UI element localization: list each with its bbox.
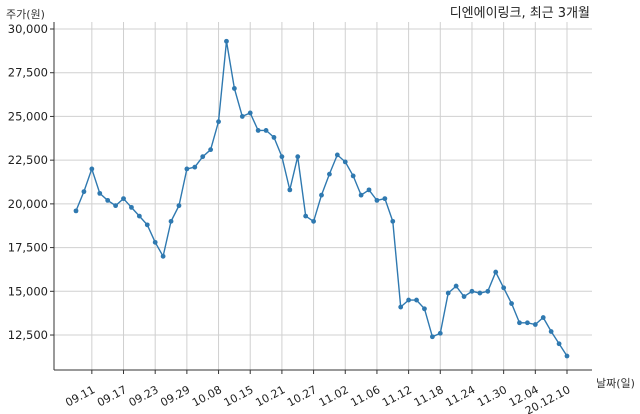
y-tick-label: 12,500 [8,328,48,342]
data-point [350,173,356,179]
chart-title: 디엔에이링크, 최근 3개월 [450,6,590,21]
data-point [493,269,499,275]
data-point [461,294,467,299]
x-tick-labels: 09.1109.1709.2309.2910.0810.1510.2110.27… [63,383,572,414]
data-point [184,166,190,172]
data-point [303,213,309,219]
data-point [81,189,87,195]
y-tick-label: 25,000 [8,109,48,123]
data-point [144,222,150,228]
data-point [564,353,570,359]
y-tick-label: 30,000 [8,22,48,36]
y-tick-label: 15,000 [8,284,48,298]
grid-lines [54,22,592,370]
x-tick-label: 09.23 [127,383,161,409]
data-point [311,218,316,224]
data-point [287,187,293,193]
data-point [208,147,214,153]
data-point [105,197,111,203]
data-point [445,290,451,296]
data-point [548,329,554,334]
data-point [382,196,388,202]
data-point [176,203,182,209]
y-axis-label: 주가(원) [6,8,45,21]
y-tick-labels: 12,500 15,000 17,500 20,000 22,500 25,000 27,5… [8,22,48,342]
data-point [540,315,546,320]
x-tick-label: 09.17 [95,383,129,409]
data-point [485,288,491,294]
data-point [366,187,372,193]
data-point [469,288,475,294]
x-tick-label: 10.08 [190,383,224,409]
data-point [160,253,166,259]
data-point [231,86,237,91]
data-point [390,218,396,224]
axes [50,22,592,374]
x-axis-label: 날짜(일) [596,376,635,390]
data-point [358,192,364,198]
data-point [263,128,269,133]
data-point [247,110,253,116]
data-point [556,341,562,347]
data-point [129,204,134,210]
data-point [295,154,301,160]
data-point [342,159,348,165]
data-point [279,154,285,160]
data-point [334,152,340,158]
data-point [255,128,261,133]
x-tick-label: 10.21 [253,383,287,409]
data-point [509,301,514,306]
data-point [429,334,435,340]
x-tick-label: 09.29 [158,383,192,409]
data-point [200,154,206,160]
data-point [192,164,198,170]
x-tick-label: 09.11 [63,383,97,409]
data-point [319,192,324,198]
y-tick-label: 27,500 [8,66,48,80]
data-point [414,297,419,303]
series-line [75,41,568,357]
y-tick-label: 17,500 [8,241,48,255]
data-point [271,135,277,140]
y-tick-label: 22,500 [8,153,48,167]
data-point [453,283,459,289]
data-point [89,166,95,172]
x-tick-label: 11.18 [412,383,446,409]
x-tick-label: 11.06 [348,383,382,409]
data-point [398,304,404,310]
data-point [525,320,530,326]
data-point [437,330,443,336]
x-tick-label: 11.24 [443,383,477,409]
data-point [73,208,79,214]
data-point [216,119,221,125]
y-tick-label: 20,000 [8,197,48,211]
data-point [168,218,174,224]
data-point [532,322,538,327]
data-point [477,290,483,296]
data-point [152,239,158,245]
data-point [136,213,142,219]
data-point [97,190,103,196]
x-tick-label: 11.12 [380,383,414,409]
data-point [406,297,412,303]
data-point [374,197,380,203]
x-tick-label: 10.15 [222,383,256,409]
data-point [121,196,126,202]
data-point [224,38,229,44]
data-point [517,320,522,326]
data-point [239,114,245,119]
x-tick-label: 11.30 [475,383,509,409]
data-point [501,285,507,291]
data-point [327,171,332,177]
x-tick-label: 10.27 [285,383,319,409]
data-point [113,203,118,209]
price-series [73,38,570,359]
x-tick-label: 11.02 [317,383,351,409]
data-point [422,306,427,312]
